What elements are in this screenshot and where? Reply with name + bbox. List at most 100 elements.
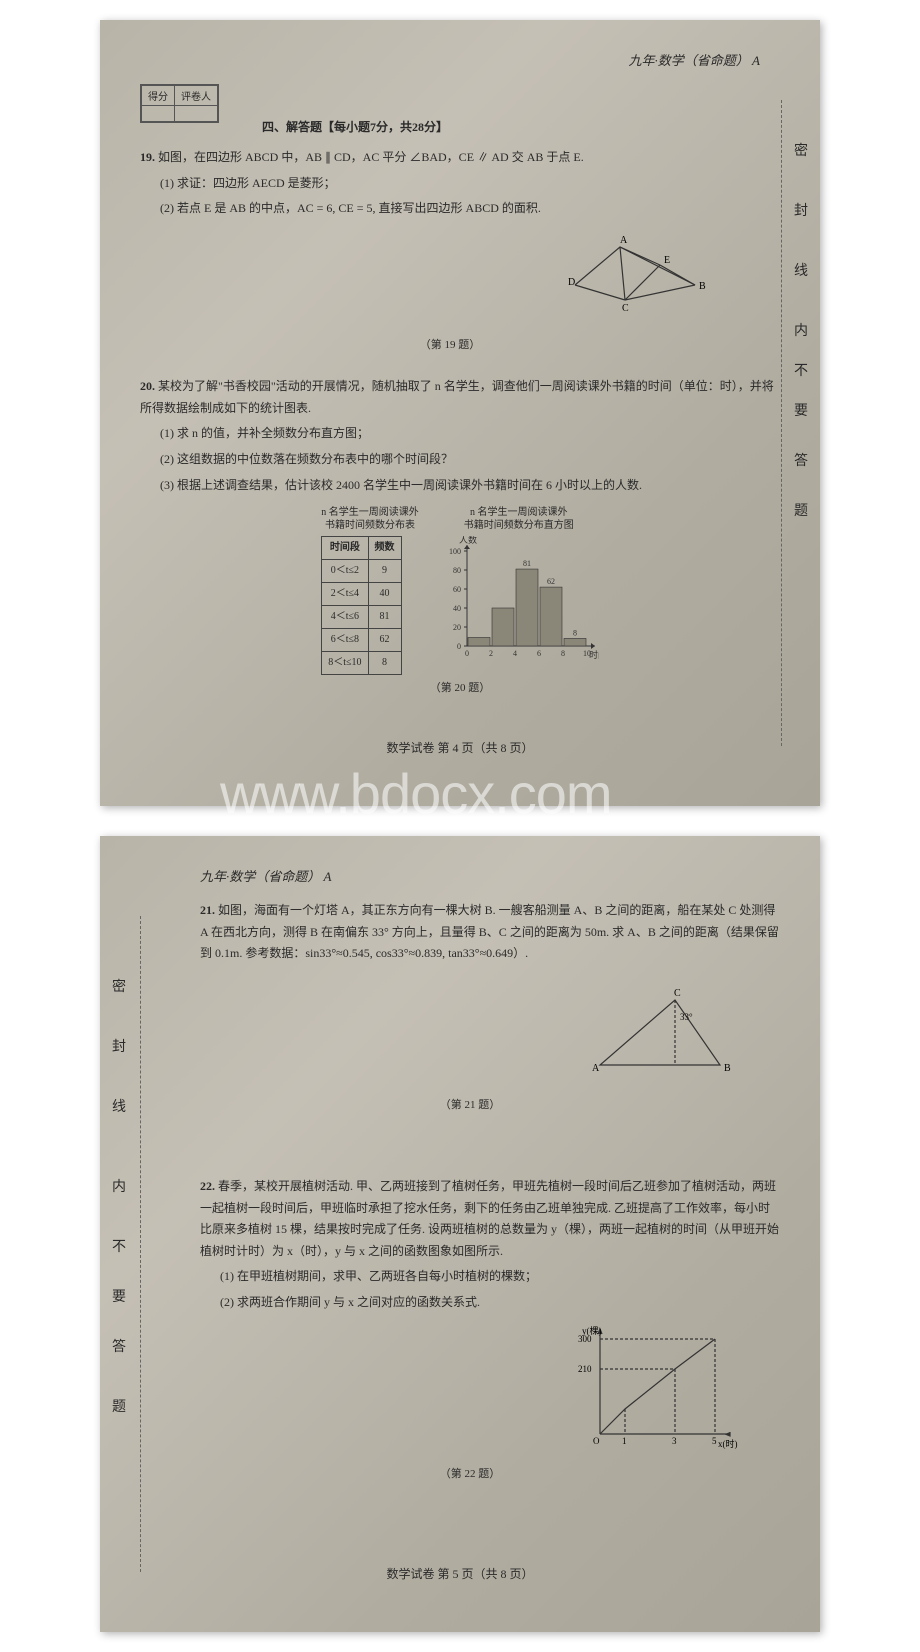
q21-A: A xyxy=(592,1063,600,1074)
q19-figure: A D E B C （第 19 题） xyxy=(140,235,780,356)
q21-svg: C A B 33° xyxy=(580,985,740,1085)
r0c1: 9 xyxy=(368,560,401,583)
score-cell xyxy=(142,106,175,122)
grader-label: 评卷人 xyxy=(175,86,218,106)
pt-A: A xyxy=(620,235,628,246)
histogram-svg: 020406080100024681081628人数时间 xyxy=(439,536,599,666)
th-range: 时间段 xyxy=(322,537,368,560)
score-box: 得分 评卷人 xyxy=(140,84,219,123)
margin-mi: 密 xyxy=(794,140,808,160)
r0c0: 0＜t≤2 xyxy=(322,560,368,583)
margin2-da: 答 xyxy=(112,1336,126,1356)
q21-angle: 33° xyxy=(680,1012,693,1022)
q21-C: C xyxy=(674,988,681,999)
watermark: www.bdocx.com xyxy=(220,761,612,826)
margin2-yao: 要 xyxy=(112,1286,126,1306)
th-freq: 频数 xyxy=(368,537,401,560)
exam-page-5: 九年·数学（省命题） A 21. 如图，海面有一个灯塔 A，其正东方向有一棵大树… xyxy=(100,836,820,1632)
r3c1: 62 xyxy=(368,629,401,652)
r1c0: 2＜t≤4 xyxy=(322,583,368,606)
page-header: 九年·数学（省命题） A xyxy=(140,50,780,69)
svg-text:6: 6 xyxy=(537,649,541,658)
margin2-ti: 题 xyxy=(112,1396,126,1416)
q19-svg: A D E B C xyxy=(550,235,720,325)
q19-text: 如图，在四边形 ABCD 中，AB ∥ CD，AC 平分 ∠BAD，CE ∥ A… xyxy=(158,150,584,164)
r3c0: 6＜t≤8 xyxy=(322,629,368,652)
q20-sub3: (3) 根据上述调查结果，估计该校 2400 名学生中一周阅读课外书籍时间在 6… xyxy=(160,475,780,497)
grader-cell xyxy=(175,106,218,122)
svg-text:100: 100 xyxy=(449,547,461,556)
page2-footer: 数学试卷 第 5 页（共 8 页） xyxy=(140,1565,780,1582)
svg-text:4: 4 xyxy=(513,649,517,658)
score-label: 得分 xyxy=(142,86,175,106)
question-21: 21. 如图，海面有一个灯塔 A，其正东方向有一棵大树 B. 一艘客船测量 A、… xyxy=(140,900,780,1116)
q20-chart-block: n 名学生一周阅读课外 书籍时间频数分布表 时间段 频数 0＜t≤29 2＜t≤… xyxy=(140,506,780,675)
histogram-col: n 名学生一周阅读课外 书籍时间频数分布直方图 0204060801000246… xyxy=(439,506,599,674)
r4c0: 8＜t≤10 xyxy=(322,652,368,675)
margin-xian: 线 xyxy=(794,260,808,280)
svg-text:8: 8 xyxy=(573,629,577,638)
margin-bu: 不 xyxy=(794,360,808,380)
ytick-210: 210 xyxy=(578,1364,592,1374)
q20-caption: （第 20 题） xyxy=(140,679,780,699)
q21-caption: （第 21 题） xyxy=(200,1096,740,1116)
svg-text:62: 62 xyxy=(547,577,555,586)
q22-sub2: (2) 求两班合作期间 y 与 x 之间对应的函数关系式. xyxy=(220,1292,780,1314)
q21-text: 如图，海面有一个灯塔 A，其正东方向有一棵大树 B. 一艘客船测量 A、B 之间… xyxy=(200,903,779,960)
margin2-nei: 内 xyxy=(112,1176,126,1196)
fold-line-left xyxy=(140,916,141,1572)
svg-text:8: 8 xyxy=(561,649,565,658)
r2c0: 4＜t≤6 xyxy=(322,606,368,629)
q21-figure: C A B 33° （第 21 题） xyxy=(200,985,780,1116)
margin2-feng: 封 xyxy=(112,1036,126,1056)
margin2-bu: 不 xyxy=(112,1236,126,1256)
margin-yao: 要 xyxy=(794,400,808,420)
q20-text: 某校为了解"书香校园"活动的开展情况，随机抽取了 n 名学生，调查他们一周阅读课… xyxy=(140,379,774,415)
freq-table-col: n 名学生一周阅读课外 书籍时间频数分布表 时间段 频数 0＜t≤29 2＜t≤… xyxy=(321,506,419,675)
q22-svg: 210 300 O 1 3 5 y(棵) x(时) xyxy=(570,1324,740,1454)
q22-num: 22. xyxy=(200,1179,215,1193)
margin2-xian: 线 xyxy=(112,1096,126,1116)
xtick-O: O xyxy=(593,1436,600,1446)
svg-text:40: 40 xyxy=(453,604,461,613)
q19-num: 19. xyxy=(140,150,155,164)
q22-figure: 210 300 O 1 3 5 y(棵) x(时) （第 22 题） xyxy=(200,1324,780,1485)
q19-sub1: (1) 求证：四边形 AECD 是菱形； xyxy=(160,173,780,195)
q20-num: 20. xyxy=(140,379,155,393)
xtick-1: 1 xyxy=(622,1436,627,1446)
question-20: 20. 某校为了解"书香校园"活动的开展情况，随机抽取了 n 名学生，调查他们一… xyxy=(140,376,780,699)
ylabel: y(棵) xyxy=(582,1325,602,1336)
pt-C: C xyxy=(622,303,629,314)
pt-D: D xyxy=(568,277,575,288)
question-19: 19. 如图，在四边形 ABCD 中，AB ∥ CD，AC 平分 ∠BAD，CE… xyxy=(140,147,780,356)
question-22: 22. 春季，某校开展植树活动. 甲、乙两班接到了植树任务，甲班先植树一段时间后… xyxy=(140,1176,780,1485)
freq-table: 时间段 频数 0＜t≤29 2＜t≤440 4＜t≤681 6＜t≤862 8＜… xyxy=(321,536,401,675)
margin2-mi: 密 xyxy=(112,976,126,996)
svg-text:2: 2 xyxy=(489,649,493,658)
page-footer: 数学试卷 第 4 页（共 8 页） xyxy=(140,739,780,756)
margin-feng: 封 xyxy=(794,200,808,220)
q19-caption: （第 19 题） xyxy=(180,336,720,356)
section-title: 四、解答题【每小题7分，共28分】 xyxy=(262,118,448,135)
page2-header: 九年·数学（省命题） A xyxy=(140,866,780,885)
q21-B: B xyxy=(724,1063,731,1074)
svg-text:81: 81 xyxy=(523,559,531,568)
xlabel: x(时) xyxy=(718,1438,738,1449)
hist-title: n 名学生一周阅读课外 书籍时间频数分布直方图 xyxy=(439,506,599,532)
margin-nei: 内 xyxy=(794,320,808,340)
exam-page-4: 九年·数学（省命题） A 得分 评卷人 四、解答题【每小题7分，共28分】 19… xyxy=(100,20,820,806)
q19-sub2: (2) 若点 E 是 AB 的中点，AC = 6, CE = 5, 直接写出四边… xyxy=(160,198,780,220)
q22-caption: （第 22 题） xyxy=(200,1465,740,1485)
r2c1: 81 xyxy=(368,606,401,629)
pt-E: E xyxy=(664,255,670,266)
r4c1: 8 xyxy=(368,652,401,675)
q20-sub1: (1) 求 n 的值，并补全频数分布直方图； xyxy=(160,423,780,445)
q22-sub1: (1) 在甲班植树期间，求甲、乙两班各自每小时植树的棵数； xyxy=(220,1266,780,1288)
svg-text:60: 60 xyxy=(453,585,461,594)
r1c1: 40 xyxy=(368,583,401,606)
xtick-5: 5 xyxy=(712,1436,717,1446)
margin-ti: 题 xyxy=(794,500,808,520)
svg-text:时间: 时间 xyxy=(589,649,599,660)
fold-line xyxy=(781,100,782,746)
section-row: 得分 评卷人 四、解答题【每小题7分，共28分】 xyxy=(140,84,780,135)
